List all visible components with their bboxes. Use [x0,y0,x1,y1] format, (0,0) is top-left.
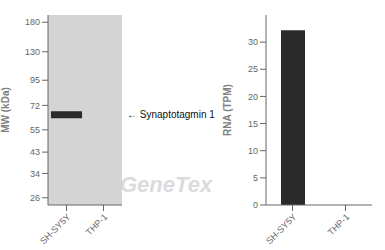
svg-text:5: 5 [253,173,258,183]
svg-text:20: 20 [248,92,258,102]
svg-text:72: 72 [30,101,40,111]
svg-text:55: 55 [30,125,40,135]
svg-text:180: 180 [25,17,40,27]
svg-text:THP-1: THP-1 [326,212,351,237]
svg-text:RNA (TPM): RNA (TPM) [222,84,233,136]
svg-text:MW (kDa): MW (kDa) [8,87,11,133]
svg-text:43: 43 [30,147,40,157]
svg-text:15: 15 [248,119,258,129]
svg-text:← Synaptotagmin 1: ← Synaptotagmin 1 [127,109,215,120]
svg-text:SH-SY5Y: SH-SY5Y [38,212,72,246]
svg-text:95: 95 [30,75,40,85]
svg-text:THP-1: THP-1 [84,212,109,237]
svg-text:30: 30 [248,37,258,47]
html-text:GeneTex: GeneTex [120,172,213,197]
svg-text:0: 0 [253,200,258,210]
svg-text:SH-SY5Y: SH-SY5Y [264,212,298,246]
svg-text:130: 130 [25,47,40,57]
svg-text:34: 34 [30,169,40,179]
svg-text:26: 26 [30,193,40,203]
svg-text:10: 10 [248,146,258,156]
svg-text:25: 25 [248,64,258,74]
